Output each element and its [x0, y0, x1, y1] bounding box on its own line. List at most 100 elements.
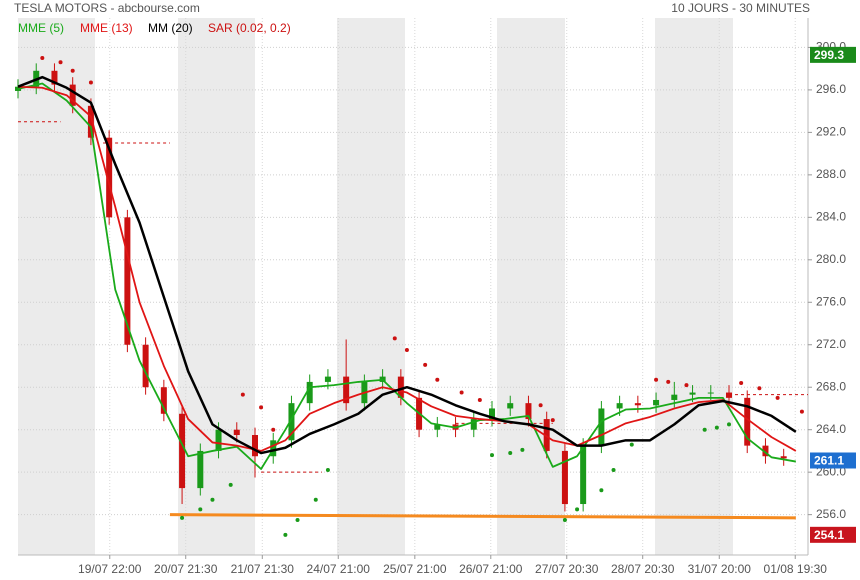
x-tick-label: 26/07 21:00 [459, 562, 523, 576]
candle-body [142, 344, 149, 388]
candle-body [179, 413, 186, 489]
y-tick-label: 288.0 [816, 167, 846, 181]
sar-dot [180, 515, 185, 520]
legend-entry: MME (5) [18, 21, 64, 35]
sar-dot [727, 422, 731, 427]
candle-body [598, 408, 605, 446]
sar-dot [271, 427, 276, 432]
sar-dot [88, 80, 93, 85]
y-tick-label: 268.0 [816, 379, 846, 393]
sar-dot [775, 395, 780, 400]
price-badge-label: 261.1 [814, 454, 844, 468]
candle-body [233, 429, 240, 436]
candle-body [324, 376, 331, 382]
price-badge [810, 46, 856, 63]
x-tick-label: 24/07 21:00 [307, 562, 371, 576]
chart-subtitle: 10 JOURS - 30 MINUTES [671, 1, 810, 15]
price-badge [810, 526, 856, 543]
sar-dot [684, 383, 689, 388]
candle-body [653, 399, 660, 406]
legend-entry: SAR (0.02, 0.2) [208, 21, 291, 35]
candle-body [507, 403, 514, 409]
price-badge-label: 254.1 [814, 528, 844, 542]
price-badge-label: 299.3 [814, 48, 844, 62]
sar-dot [325, 468, 330, 473]
x-tick-label: 21/07 21:30 [231, 562, 295, 576]
day-band [655, 18, 733, 555]
y-tick-label: 284.0 [816, 210, 846, 224]
chart-title: TESLA MOTORS - abcbourse.com [14, 1, 200, 15]
sar-dot [40, 56, 45, 61]
sar-dot [404, 348, 409, 353]
sar-dot [283, 532, 288, 537]
candle-body [726, 392, 732, 398]
x-tick-label: 01/08 19:30 [764, 562, 828, 576]
sar-dot [611, 468, 616, 473]
candle-body [616, 403, 623, 409]
x-tick-label: 28/07 20:30 [611, 562, 675, 576]
sar-dot [654, 377, 659, 382]
sar-dot [508, 451, 513, 456]
candle-body [470, 419, 477, 430]
candle-body [707, 392, 714, 394]
sar-dot [295, 517, 300, 522]
sar-dot [562, 517, 567, 522]
y-tick-label: 272.0 [816, 337, 846, 351]
x-tick-label: 20/07 21:30 [154, 562, 218, 576]
sar-dot [435, 377, 440, 382]
sar-dot [313, 497, 318, 502]
legend-entry: MME (13) [80, 21, 133, 35]
candle-body [124, 217, 131, 345]
candle-body [106, 137, 113, 218]
candle-body [69, 84, 76, 106]
day-band [337, 18, 405, 555]
candle-body [160, 387, 167, 414]
sar-dot [520, 447, 525, 452]
candle-body [87, 105, 94, 138]
sar-dot [198, 507, 203, 512]
candle-body [343, 376, 350, 404]
price-badge [810, 452, 856, 469]
candle-body [306, 381, 313, 404]
sar-dot [490, 453, 494, 458]
sar-dot [70, 68, 75, 73]
ma-line [17, 82, 797, 470]
sar-dot [477, 397, 482, 402]
sar-dot [228, 482, 233, 487]
candle-body [744, 397, 751, 446]
sar-dot [629, 442, 634, 447]
candle-body [197, 450, 204, 489]
candle-body [397, 376, 404, 398]
candle-body [215, 429, 222, 451]
sar-dot [550, 418, 555, 423]
candle-body [580, 445, 587, 505]
y-tick-label: 276.0 [816, 294, 846, 308]
ma-line [17, 85, 797, 452]
sar-dot [714, 425, 719, 430]
sar-dot [799, 409, 804, 414]
candle-body [689, 392, 696, 395]
candle-body [671, 394, 678, 400]
support-line [169, 513, 796, 520]
sar-dot [599, 488, 604, 493]
day-band [18, 18, 95, 555]
sar-dot [58, 60, 63, 65]
sar-dot [210, 497, 215, 502]
sar-dot [423, 362, 428, 367]
sar-dot [702, 427, 707, 432]
candle-body [780, 456, 787, 459]
y-tick-label: 280.0 [816, 252, 846, 266]
sar-dot [575, 507, 580, 512]
sar-dot [739, 380, 744, 385]
y-tick-label: 256.0 [816, 507, 846, 521]
legend-entry: MM (20) [148, 21, 193, 35]
sar-dot [757, 386, 762, 391]
candle-body [525, 403, 532, 420]
candle-body [252, 435, 258, 457]
candle-body [51, 70, 58, 85]
candle-body [434, 424, 441, 430]
ma-line [17, 75, 797, 455]
candle-body [543, 419, 550, 451]
sar-dot [240, 392, 245, 397]
